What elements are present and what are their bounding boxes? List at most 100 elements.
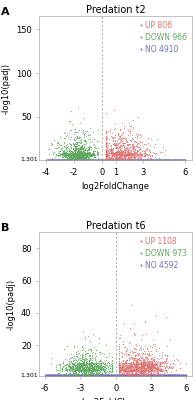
Point	[68, 370, 71, 376]
Point	[73, 372, 76, 379]
Point	[72, 153, 75, 159]
Point	[122, 357, 125, 364]
Point	[184, 372, 187, 379]
Point	[58, 152, 61, 158]
Point	[140, 363, 143, 369]
Point	[87, 372, 90, 379]
Point	[147, 372, 150, 379]
Point	[87, 372, 90, 379]
Point	[136, 372, 139, 379]
Point	[55, 156, 58, 163]
Point	[112, 372, 115, 379]
Point	[52, 372, 55, 379]
Point	[125, 372, 128, 379]
Point	[133, 153, 136, 159]
Point	[47, 156, 51, 163]
Point	[91, 372, 94, 379]
Point	[63, 372, 66, 379]
Point	[66, 151, 69, 157]
Point	[89, 363, 92, 369]
Point	[63, 372, 66, 379]
Point	[48, 372, 51, 379]
Point	[156, 156, 159, 163]
Point	[161, 372, 164, 379]
Point	[86, 153, 90, 160]
Point	[139, 367, 142, 373]
Point	[84, 372, 87, 379]
Point	[131, 372, 134, 379]
Point	[127, 372, 130, 379]
Point	[111, 369, 114, 376]
Point	[135, 148, 138, 154]
Point	[112, 137, 115, 143]
Point	[102, 372, 105, 379]
Point	[165, 372, 168, 379]
Point	[119, 137, 122, 144]
Point	[141, 372, 144, 379]
Point	[166, 360, 169, 366]
Point	[141, 156, 144, 163]
Point	[48, 372, 51, 379]
Point	[147, 156, 151, 163]
Point	[133, 146, 137, 152]
Point	[74, 365, 77, 371]
Point	[105, 156, 108, 163]
Point	[111, 372, 114, 379]
Point	[129, 156, 132, 163]
Point	[68, 156, 71, 163]
Point	[154, 372, 157, 379]
Point	[72, 372, 75, 379]
Point	[89, 372, 92, 379]
Point	[166, 372, 169, 379]
Point	[85, 156, 88, 163]
Point	[86, 146, 89, 152]
Point	[92, 156, 95, 163]
Point	[94, 372, 97, 379]
Point	[85, 350, 88, 357]
Point	[137, 156, 141, 163]
Point	[174, 156, 177, 163]
Point	[173, 156, 177, 163]
Point	[80, 372, 83, 379]
Point	[144, 362, 147, 368]
Point	[150, 156, 153, 163]
Point	[73, 372, 76, 379]
Point	[114, 156, 117, 163]
Point	[121, 369, 124, 376]
Point	[130, 156, 133, 163]
Point	[150, 368, 153, 374]
Point	[85, 156, 88, 163]
Point	[96, 156, 99, 163]
Point	[150, 372, 153, 379]
Point	[105, 142, 108, 148]
Point	[63, 372, 66, 379]
Point	[126, 156, 129, 163]
Point	[121, 141, 124, 147]
Point	[74, 156, 77, 163]
Point	[87, 151, 90, 158]
Point	[80, 372, 83, 379]
Point	[104, 141, 107, 147]
Point	[139, 372, 142, 379]
Point	[142, 372, 145, 379]
Point	[162, 156, 165, 163]
Point	[157, 364, 160, 371]
Point	[141, 354, 144, 360]
Point	[122, 156, 125, 163]
Point	[121, 372, 124, 379]
Point	[69, 156, 72, 163]
Point	[133, 368, 137, 374]
Point	[79, 156, 82, 163]
Point	[163, 372, 166, 379]
Point	[159, 372, 162, 379]
Point	[132, 360, 135, 366]
Point	[55, 156, 59, 163]
Point	[71, 153, 74, 159]
Point	[93, 372, 97, 379]
Point	[132, 143, 136, 149]
Point	[124, 372, 127, 379]
Point	[161, 372, 164, 379]
Point	[45, 156, 48, 163]
Point	[85, 372, 88, 379]
Point	[51, 372, 54, 379]
